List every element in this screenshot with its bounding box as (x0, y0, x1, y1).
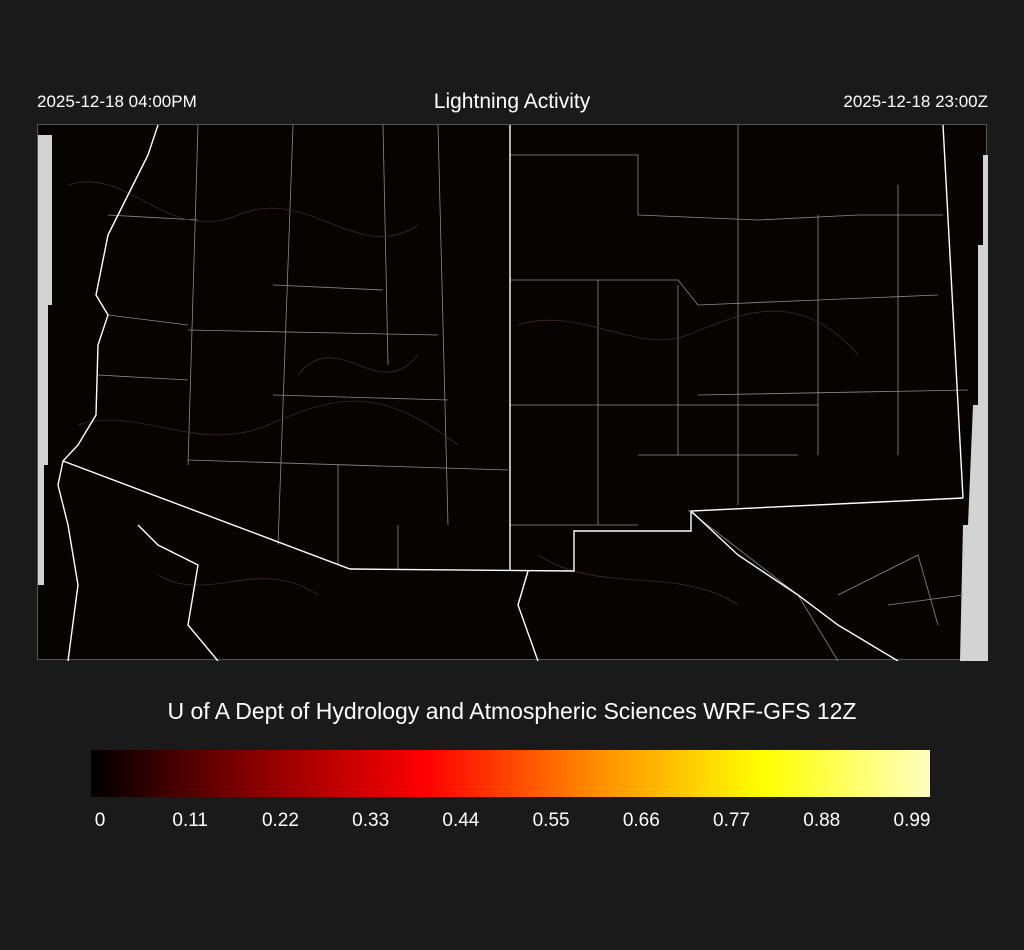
mexico-border (62, 460, 964, 572)
colorbar-tick-label: 0.11 (172, 810, 209, 831)
lightning-map (37, 124, 988, 662)
colorbar-tick-label: 0.22 (261, 810, 299, 831)
colorbar-tick-label: 0 (94, 810, 106, 831)
colorbar-tick-label: 0.66 (622, 810, 660, 831)
colorbar-tick-label: 0.88 (803, 810, 841, 831)
colorbar-tick-label: 0.99 (893, 810, 931, 831)
colorbar-tick-label: 0.77 (713, 810, 751, 831)
local-time-label: 2025-12-18 04:00PM (37, 92, 197, 111)
map-title: Lightning Activity (433, 90, 591, 113)
new-mexico-texas-border (942, 124, 964, 499)
colorado-river (62, 124, 159, 462)
utc-time-label: 2025-12-18 23:00Z (843, 92, 988, 111)
colorbar-tick-label: 0.44 (442, 810, 480, 831)
colorbar-tick-label: 0.55 (532, 810, 570, 831)
model-credit: U of A Dept of Hydrology and Atmospheric… (167, 698, 857, 724)
gulf-coast (57, 460, 219, 662)
no-data-right (960, 155, 988, 661)
colorbar (91, 750, 930, 797)
rio-grande (517, 510, 899, 662)
colorbar-tick-label: 0.33 (352, 810, 390, 831)
state-borders (57, 124, 964, 662)
county-lines (97, 124, 969, 662)
map-layer (38, 124, 988, 662)
terrain-contours (67, 181, 859, 606)
no-data-left (38, 135, 52, 585)
